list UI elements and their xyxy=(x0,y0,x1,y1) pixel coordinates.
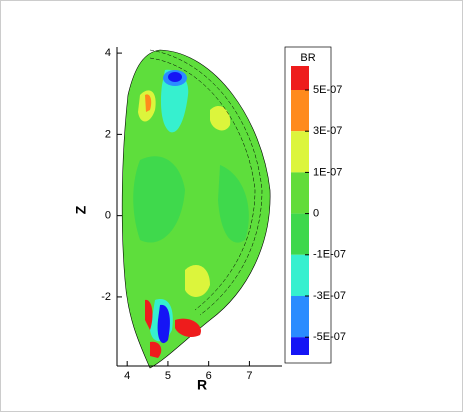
colorbar-label: 0 xyxy=(313,208,319,220)
x-tick-label: 7 xyxy=(246,370,252,382)
x-axis-title: R xyxy=(197,377,207,393)
colorbar-band xyxy=(291,254,309,296)
colorbar-band xyxy=(291,337,309,355)
colorbar-band xyxy=(291,66,309,90)
x-tick-label: 5 xyxy=(165,370,171,382)
x-tick-label: 4 xyxy=(124,370,130,382)
field xyxy=(121,49,271,369)
y-tick-label: -2 xyxy=(101,291,111,303)
colorbar-band xyxy=(291,90,309,132)
colorbar-band xyxy=(291,213,309,255)
y-axis-title: Z xyxy=(73,205,89,214)
legend-title: BR xyxy=(300,52,315,64)
colorbar-label: 3E-07 xyxy=(313,125,342,137)
colorbar-band xyxy=(291,296,309,338)
y-tick-label: 0 xyxy=(105,210,111,222)
x-tick-label: 6 xyxy=(206,370,212,382)
colorbar-label: -3E-07 xyxy=(313,290,346,302)
y-tick-label: 4 xyxy=(105,47,111,59)
y-tick-label: 2 xyxy=(105,128,111,140)
colorbar-label: -1E-07 xyxy=(313,249,346,261)
colorbar-label: 5E-07 xyxy=(313,84,342,96)
colorbar-band xyxy=(291,131,309,173)
colorbar-label: -5E-07 xyxy=(313,331,346,343)
colorbar-label: 1E-07 xyxy=(313,166,342,178)
colorbar-band xyxy=(291,172,309,214)
